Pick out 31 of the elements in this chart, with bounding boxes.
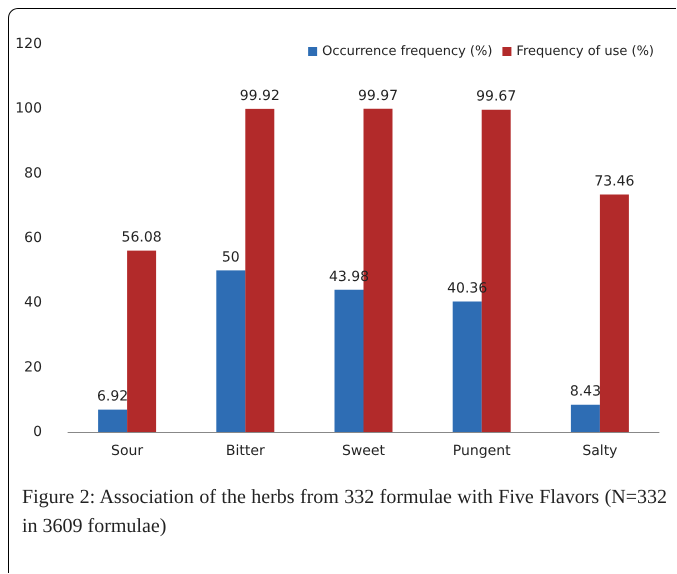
bar [245,108,274,432]
x-tick-label: Sweet [342,443,386,459]
bar [600,194,629,432]
data-label: 8.43 [570,384,601,400]
legend-label: Occurrence frequency (%) [322,44,492,59]
bar [127,250,156,432]
text: Figure 2: Association of the herbs from 332 formulae with Five Flavors (N=332 in 3609 formulae) [22,485,667,539]
data-label: 99.97 [358,88,398,104]
data-label: 56.08 [122,230,162,246]
y-tick-label: 100 [15,100,42,117]
data-label: 6.92 [97,388,128,405]
y-tick-label: 0 [33,424,42,440]
x-tick-label: Sour [111,443,144,459]
bar [452,302,482,432]
y-tick-label: 60 [24,230,42,246]
data-label: 99.67 [476,88,516,105]
y-tick-label: 40 [24,294,42,311]
bar [216,270,246,432]
data-label: 73.46 [594,173,635,190]
legend-label: Frequency of use (%) [516,44,654,59]
bar [334,290,364,432]
y-tick-label: 20 [24,359,42,376]
data-label: 50 [222,249,240,266]
y-tick-label: 120 [15,36,42,52]
x-tick-label: Bitter [226,443,265,459]
bar [98,410,128,432]
bar [570,404,600,432]
x-tick-label: Salty [582,443,618,459]
data-label: 99.92 [240,88,280,104]
x-tick-label: Pungent [452,443,512,459]
y-tick-label: 80 [24,165,42,182]
